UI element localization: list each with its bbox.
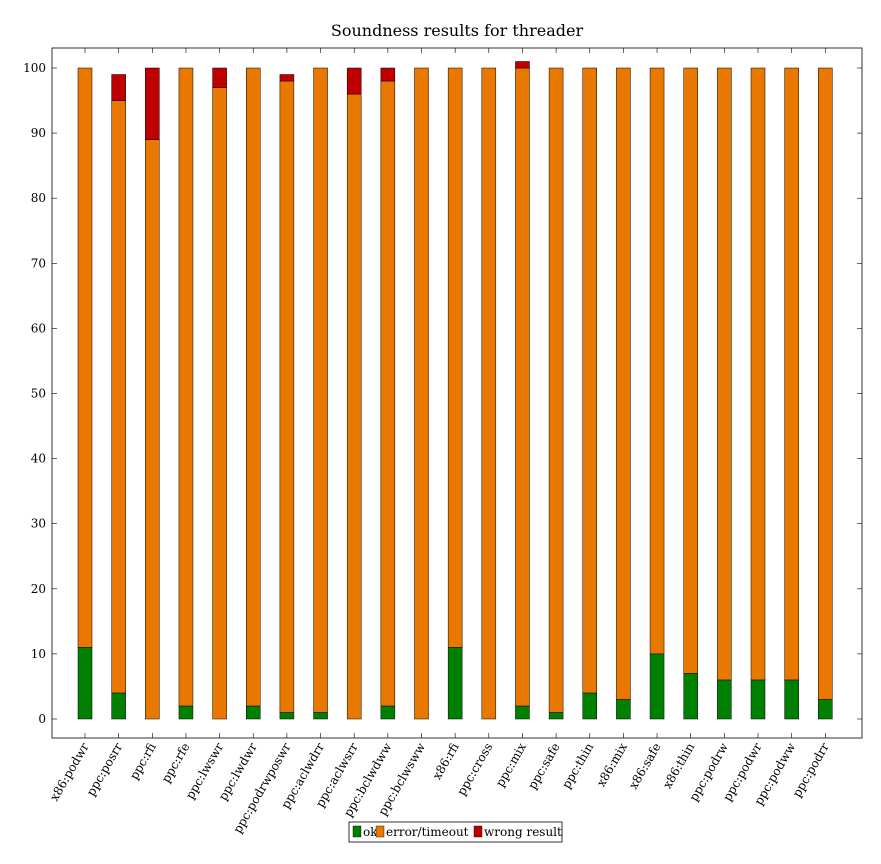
legend: ok error/timeout wrong result bbox=[348, 821, 563, 843]
bar-error-timeout bbox=[515, 67, 530, 707]
x-tick-label: x86:rfi bbox=[430, 741, 462, 782]
bar-ok bbox=[818, 699, 833, 720]
bar-wrong-result bbox=[279, 74, 295, 82]
bar-ok bbox=[616, 699, 631, 720]
x-tick-label: x86:safe bbox=[626, 741, 664, 792]
bar-ok bbox=[447, 647, 463, 720]
y-axis: 0 10 20 30 40 50 60 70 80 90 100 bbox=[23, 61, 862, 726]
y-tick-label: 50 bbox=[31, 387, 46, 401]
bar-error-timeout bbox=[717, 67, 732, 681]
bar-error-timeout bbox=[414, 67, 429, 720]
bar-ok bbox=[582, 692, 597, 720]
plot-area-frame bbox=[51, 47, 863, 739]
bar-error-timeout bbox=[784, 67, 799, 681]
y-tick-label: 60 bbox=[31, 321, 46, 335]
x-tick-label: x86:thin bbox=[660, 740, 697, 791]
bar-error-timeout bbox=[77, 67, 93, 648]
bar-ok bbox=[515, 705, 530, 720]
bar-wrong-result bbox=[515, 61, 530, 69]
bar-error-timeout bbox=[111, 100, 126, 694]
x-tick-label: ppc:thin bbox=[559, 740, 596, 791]
bar-ok bbox=[246, 705, 261, 720]
bar-error-timeout bbox=[582, 67, 597, 694]
bar-ok bbox=[380, 705, 396, 720]
bar-ok bbox=[279, 712, 295, 720]
y-tick-label: 0 bbox=[38, 712, 46, 726]
bar-wrong-result bbox=[145, 67, 160, 140]
y-tick-label: 100 bbox=[23, 61, 46, 75]
bar-error-timeout bbox=[649, 67, 665, 655]
legend-swatch bbox=[352, 825, 362, 838]
bar-wrong-result bbox=[346, 67, 362, 95]
legend-label: ok bbox=[363, 825, 378, 839]
y-tick-label: 90 bbox=[31, 126, 46, 140]
bar-error-timeout bbox=[683, 67, 698, 674]
x-tick-label: x86:podwr bbox=[47, 740, 92, 803]
bar-ok bbox=[750, 679, 766, 720]
bar-wrong-result bbox=[111, 74, 126, 101]
bar-ok bbox=[784, 679, 799, 720]
bar-error-timeout bbox=[145, 139, 160, 720]
bar-ok bbox=[649, 653, 665, 720]
bar-ok bbox=[178, 705, 194, 720]
bar-error-timeout bbox=[447, 67, 463, 648]
bar-error-timeout bbox=[818, 67, 833, 700]
y-tick-label: 10 bbox=[31, 647, 46, 661]
chart-title: Soundness results for threader bbox=[331, 21, 584, 40]
bar-error-timeout bbox=[616, 67, 631, 700]
legend-label: wrong result bbox=[484, 825, 562, 839]
bar-ok bbox=[313, 712, 328, 720]
y-tick-label: 80 bbox=[31, 191, 46, 205]
bar-error-timeout bbox=[279, 80, 295, 713]
bar-ok bbox=[683, 673, 698, 720]
bar-error-timeout bbox=[481, 67, 497, 720]
bar-error-timeout bbox=[313, 67, 328, 713]
legend-swatch bbox=[473, 825, 483, 838]
legend-swatch bbox=[375, 825, 385, 838]
y-tick-label: 70 bbox=[31, 256, 46, 270]
bar-wrong-result bbox=[380, 67, 396, 82]
bar-error-timeout bbox=[750, 67, 766, 681]
y-tick-label: 40 bbox=[31, 452, 46, 466]
x-tick-label: ppc:rfe bbox=[159, 741, 193, 786]
bar-error-timeout bbox=[548, 67, 564, 713]
x-tick-label: ppc:safe bbox=[525, 741, 563, 792]
y-tick-label: 30 bbox=[31, 517, 46, 531]
bar-error-timeout bbox=[346, 93, 362, 720]
bar-wrong-result bbox=[212, 67, 227, 88]
legend-box bbox=[348, 821, 563, 843]
x-tick-label: ppc:mix bbox=[493, 740, 529, 789]
bar-ok bbox=[77, 647, 93, 720]
bar-error-timeout bbox=[178, 67, 194, 707]
x-tick-label: x86:mix bbox=[594, 740, 630, 789]
bar-ok bbox=[111, 692, 126, 720]
bar-error-timeout bbox=[380, 80, 396, 707]
bar-error-timeout bbox=[212, 87, 227, 720]
bar-ok bbox=[548, 712, 564, 720]
legend-label: error/timeout bbox=[386, 825, 469, 839]
x-tick-label: ppc:rfi bbox=[127, 741, 159, 783]
bar-ok bbox=[717, 679, 732, 720]
y-tick-label: 20 bbox=[31, 582, 46, 596]
bars-group bbox=[77, 61, 833, 720]
bar-error-timeout bbox=[246, 67, 261, 707]
